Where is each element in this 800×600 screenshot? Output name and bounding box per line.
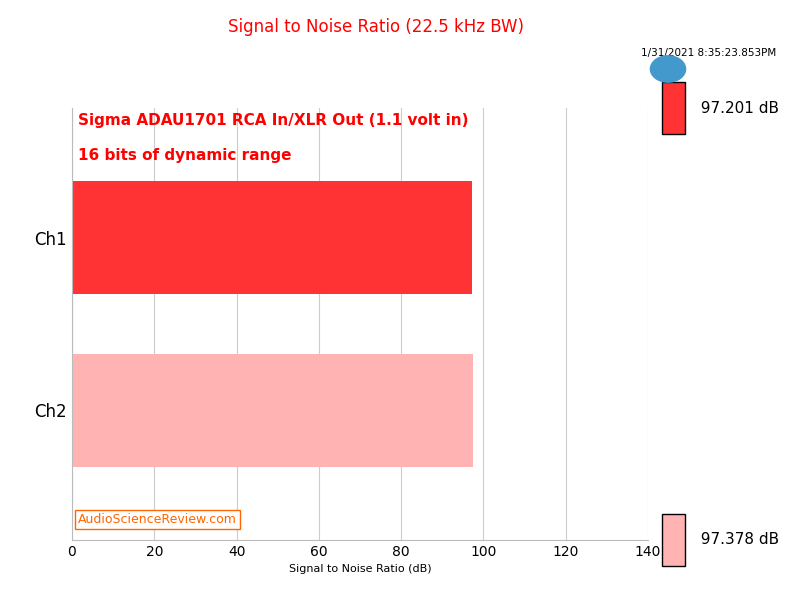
FancyBboxPatch shape	[662, 82, 686, 134]
X-axis label: Signal to Noise Ratio (dB): Signal to Noise Ratio (dB)	[289, 565, 431, 574]
Text: 97.201 dB: 97.201 dB	[691, 101, 779, 115]
Text: 1/31/2021 8:35:23.853PM: 1/31/2021 8:35:23.853PM	[641, 48, 776, 58]
Text: 16 bits of dynamic range: 16 bits of dynamic range	[78, 148, 292, 163]
Text: 97.378 dB: 97.378 dB	[691, 533, 779, 547]
Bar	[72, 181, 472, 294]
Text: Ap: Ap	[662, 64, 674, 73]
Text: Signal to Noise Ratio (22.5 kHz BW): Signal to Noise Ratio (22.5 kHz BW)	[228, 18, 524, 36]
Bar	[72, 354, 473, 467]
FancyBboxPatch shape	[662, 514, 686, 566]
Text: AudioScienceReview.com: AudioScienceReview.com	[78, 513, 237, 526]
Text: Sigma ADAU1701 RCA In/XLR Out (1.1 volt in): Sigma ADAU1701 RCA In/XLR Out (1.1 volt …	[78, 113, 469, 128]
